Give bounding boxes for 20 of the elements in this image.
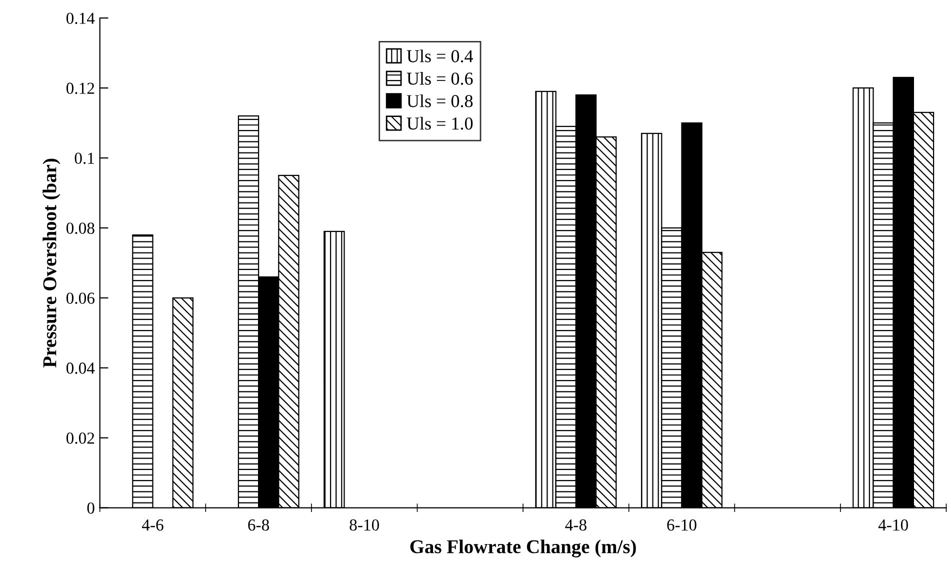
x-tick-label: 6-10 [667, 519, 696, 531]
y-tick-label: 0 [87, 502, 94, 514]
x-tick-label: 6-8 [248, 519, 270, 531]
x-axis-title: Gas Flowrate Change (m/s) [410, 540, 636, 558]
legend-label: Uls = 0.6 [406, 72, 473, 85]
y-tick-label: 0.08 [66, 222, 94, 234]
y-tick-label: 0.04 [66, 362, 95, 374]
y-tick-label: 0.1 [74, 152, 94, 164]
y-tick-label: 0.14 [66, 12, 95, 24]
x-tick-label: 4-6 [142, 519, 164, 531]
y-axis-title: Pressure Overshoot (bar) [42, 158, 60, 368]
y-tick-label: 0.02 [66, 432, 94, 444]
y-tick-label: 0.12 [66, 82, 94, 94]
y-tick-label: 0.06 [66, 292, 94, 304]
x-tick-label: 4-8 [565, 519, 586, 531]
x-tick-label: 4-10 [878, 519, 908, 531]
x-tick-label: 8-10 [350, 519, 379, 531]
legend-label: Uls = 1.0 [406, 116, 473, 130]
legend-label: Uls = 0.8 [406, 94, 473, 108]
legend-label: Uls = 0.4 [406, 50, 474, 62]
